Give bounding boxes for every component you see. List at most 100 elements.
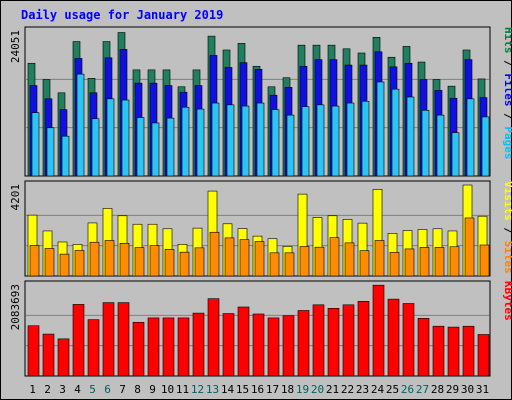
bar-visits-sites-day-16: [254, 241, 265, 277]
bar-hits-pages-day-19: [301, 106, 310, 177]
x-tick-label-day-21: 21: [326, 383, 339, 396]
x-tick-label-day-16: 16: [251, 383, 264, 396]
x-tick-label-day-20: 20: [311, 383, 324, 396]
bar-kbytes-kbytes-day-9: [147, 317, 160, 377]
chart-title: Daily usage for January 2019: [21, 8, 224, 22]
x-tick-label-day-19: 19: [296, 383, 309, 396]
x-tick-label-day-1: 1: [29, 383, 36, 396]
bar-kbytes-kbytes-day-20: [312, 304, 325, 377]
bar-visits-sites-day-1: [29, 245, 40, 277]
bar-kbytes-kbytes-day-24: [372, 284, 385, 377]
bar-hits-pages-day-21: [331, 105, 340, 177]
x-tick-label-day-30: 30: [461, 383, 474, 396]
x-tick-label-day-25: 25: [386, 383, 399, 396]
bar-kbytes-kbytes-day-25: [387, 298, 400, 377]
bar-hits-pages-day-7: [121, 99, 130, 177]
legend-visits: Visits / Sites: [502, 181, 512, 274]
legend-item-hits: Hits: [502, 27, 512, 54]
bar-kbytes-kbytes-day-2: [42, 333, 55, 377]
bar-visits-sites-day-9: [149, 245, 160, 277]
axis-max-label-kbytes: 2083693: [9, 284, 22, 330]
legend-separator: /: [502, 107, 512, 127]
bar-hits-pages-day-20: [316, 104, 325, 177]
x-tick-label-day-17: 17: [266, 383, 279, 396]
bar-kbytes-kbytes-day-29: [447, 326, 460, 377]
bar-hits-pages-day-28: [436, 114, 445, 177]
bar-hits-pages-day-16: [256, 102, 265, 177]
x-tick-label-day-9: 9: [149, 383, 156, 396]
bar-hits-pages-day-15: [241, 105, 250, 177]
bar-kbytes-kbytes-day-18: [282, 315, 295, 377]
x-tick-label-day-12: 12: [191, 383, 204, 396]
bar-hits-pages-day-26: [406, 96, 415, 177]
bar-kbytes-kbytes-day-19: [297, 310, 310, 377]
bar-hits-pages-day-11: [181, 106, 190, 177]
bar-kbytes-kbytes-day-14: [222, 313, 235, 377]
bar-hits-pages-day-9: [151, 122, 160, 177]
bar-visits-sites-day-25: [389, 252, 400, 277]
legend-separator: /: [502, 221, 512, 241]
bar-visits-sites-day-17: [269, 252, 280, 277]
bar-hits-pages-day-4: [76, 73, 85, 177]
bar-kbytes-kbytes-day-12: [192, 312, 205, 377]
bar-kbytes-kbytes-day-17: [267, 317, 280, 377]
x-tick-label-day-23: 23: [356, 383, 369, 396]
bar-visits-sites-day-4: [74, 250, 85, 277]
legend-item-sites: Sites: [502, 241, 512, 274]
bar-visits-sites-day-29: [449, 246, 460, 277]
axis-max-label-visits: 4201: [9, 184, 22, 211]
bar-kbytes-kbytes-day-27: [417, 318, 430, 377]
x-tick-label-day-14: 14: [221, 383, 235, 396]
x-tick-label-day-15: 15: [236, 383, 249, 396]
bar-hits-pages-day-22: [346, 102, 355, 177]
bar-visits-sites-day-15: [239, 239, 250, 277]
x-tick-label-day-27: 27: [416, 383, 429, 396]
legend-item-kbytes: KBytes: [502, 281, 512, 321]
bar-kbytes-kbytes-day-21: [327, 308, 340, 377]
axis-max-label-hits: 24051: [9, 30, 22, 63]
bar-visits-sites-day-10: [164, 249, 175, 277]
x-tick-label-day-5: 5: [89, 383, 96, 396]
x-tick-label-day-24: 24: [371, 383, 385, 396]
bar-visits-sites-day-2: [44, 248, 55, 277]
x-tick-label-day-26: 26: [401, 383, 414, 396]
bar-kbytes-kbytes-day-30: [462, 325, 475, 377]
bar-visits-sites-day-20: [314, 246, 325, 277]
bar-hits-pages-day-30: [466, 98, 475, 177]
bar-hits-pages-day-29: [451, 132, 460, 177]
bar-visits-sites-day-12: [194, 247, 205, 277]
bar-visits-sites-day-26: [404, 248, 415, 277]
bar-kbytes-kbytes-day-3: [57, 338, 70, 377]
bar-visits-sites-day-31: [479, 244, 490, 277]
bar-visits-sites-day-8: [134, 247, 145, 277]
legend-kbytes: KBytes: [502, 281, 512, 321]
legend-item-pages: Pages: [502, 126, 512, 159]
x-tick-label-day-6: 6: [104, 383, 111, 396]
x-tick-label-day-29: 29: [446, 383, 459, 396]
bar-kbytes-kbytes-day-6: [102, 302, 115, 377]
bar-hits-pages-day-17: [271, 109, 280, 177]
bar-kbytes-kbytes-day-4: [72, 304, 85, 377]
bar-visits-sites-day-28: [434, 247, 445, 277]
bar-visits-sites-day-19: [299, 246, 310, 277]
bar-hits-pages-day-1: [31, 112, 40, 177]
bar-visits-sites-day-22: [344, 242, 355, 277]
bar-hits-pages-day-10: [166, 117, 175, 177]
x-tick-label-day-2: 2: [44, 383, 51, 396]
bar-hits-pages-day-27: [421, 109, 430, 177]
bar-kbytes-kbytes-day-1: [27, 325, 40, 377]
bar-kbytes-kbytes-day-15: [237, 306, 250, 377]
x-tick-label-day-8: 8: [134, 383, 141, 396]
x-tick-label-day-7: 7: [119, 383, 126, 396]
bar-visits-sites-day-23: [359, 250, 370, 277]
bar-visits-sites-day-14: [224, 237, 235, 277]
x-tick-label-day-18: 18: [281, 383, 294, 396]
x-tick-label-day-22: 22: [341, 383, 354, 396]
bar-hits-pages-day-25: [391, 88, 400, 177]
bar-hits-pages-day-6: [106, 98, 115, 177]
bar-kbytes-kbytes-day-28: [432, 325, 445, 377]
x-tick-label-day-31: 31: [476, 383, 489, 396]
bar-kbytes-kbytes-day-11: [177, 317, 190, 377]
bar-visits-sites-day-18: [284, 252, 295, 277]
